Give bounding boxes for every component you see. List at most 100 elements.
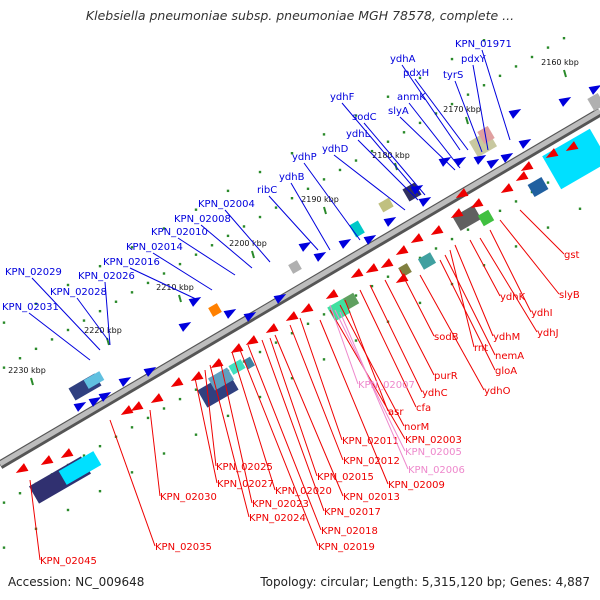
feature-box (83, 371, 105, 389)
tick-dot (498, 74, 502, 78)
tick-dot (546, 46, 550, 49)
leader-line (231, 351, 276, 491)
tick-dot (338, 168, 342, 172)
tick-dot (194, 253, 198, 256)
leader-line (299, 317, 343, 441)
feature-boxes (29, 92, 600, 504)
feature-box (58, 451, 102, 485)
kbp-label: 2190 kbp (301, 195, 339, 204)
forward-gene-arrow (453, 157, 467, 167)
tick-dot (290, 152, 294, 155)
reverse-gene-arrow (60, 448, 74, 458)
gene-label-KPN_02018: KPN_02018 (321, 526, 378, 537)
tick-dot (354, 294, 358, 297)
tick-dot (162, 227, 166, 230)
tick-dot (450, 237, 454, 241)
leader-line (408, 102, 461, 169)
leader-line (268, 195, 319, 251)
gene-label-KPN_02012: KPN_02012 (343, 456, 400, 467)
gene-arrows (15, 85, 600, 473)
reverse-gene-arrow (395, 273, 409, 283)
gene-label-ydhB: ydhB (279, 172, 305, 183)
tick-dot (66, 328, 70, 332)
forward-gene-arrow (143, 367, 157, 377)
leader-line (247, 344, 322, 531)
gene-label-KPN_02019: KPN_02019 (318, 542, 375, 553)
gene-label-sodB: sodB (434, 332, 459, 343)
gene-label-ydhJ: ydhJ (537, 328, 559, 339)
tick-dot (130, 246, 134, 249)
tick-dot (226, 189, 230, 193)
tick-dot (2, 321, 6, 324)
leader-line (399, 269, 435, 337)
gene-label-KPN_02029: KPN_02029 (5, 267, 62, 278)
leader-line (209, 364, 250, 518)
forward-gene-arrow (473, 154, 487, 165)
feature-box (477, 209, 495, 227)
kbp-label: 2200 kbp (229, 239, 267, 248)
gene-label-KPN_02004: KPN_02004 (198, 199, 255, 210)
tick-dot (546, 226, 550, 229)
tick-dot (546, 181, 550, 184)
tick-dot (418, 121, 422, 125)
tick-dot (562, 36, 566, 40)
leader-line (224, 209, 271, 263)
forward-gene-arrow (243, 312, 257, 322)
tick-dot (146, 416, 150, 420)
gene-label-KPN_02007: KPN_02007 (358, 380, 415, 391)
tick-dot (98, 264, 102, 268)
kbp-label: 2230 kbp (8, 366, 46, 375)
gene-label-KPN_02024: KPN_02024 (249, 513, 306, 524)
reverse-gene-arrow (565, 141, 579, 152)
gene-label-tyrS: tyrS (443, 70, 463, 81)
tick-dot (162, 272, 166, 275)
feature-box (378, 197, 394, 213)
tick-dot (514, 200, 518, 203)
gene-label-asr: asr (388, 407, 404, 418)
tick-dot (370, 284, 374, 288)
reverse-gene-arrow (515, 171, 529, 182)
tick-dot (130, 471, 134, 474)
tick-dot (434, 112, 438, 115)
tick-dot (290, 197, 294, 200)
gene-label-sodC: sodC (352, 112, 377, 123)
tick-dot (274, 341, 278, 344)
gene-label-norM: norM (404, 422, 429, 433)
gene-label-ydhM: ydhM (493, 332, 520, 343)
reverse-gene-arrow (230, 343, 244, 353)
tick-dot (194, 433, 198, 436)
forward-gene-arrow (223, 309, 237, 319)
gene-label-ydhK: ydhK (500, 292, 526, 303)
tick-dot (306, 322, 310, 325)
genome-backbone (0, 108, 600, 469)
leader-line (149, 409, 161, 497)
tick-dot (482, 84, 486, 87)
gene-label-pdxY: pdxY (461, 54, 487, 65)
reverse-gene-arrow (130, 401, 144, 411)
gene-label-KPN_02023: KPN_02023 (252, 499, 309, 510)
map-title: Klebsiella pneumoniae subsp. pneumoniae … (85, 8, 515, 23)
leader-line (519, 209, 565, 255)
kbp-label: 2210 kbp (156, 283, 194, 292)
leader-line (29, 479, 41, 561)
reverse-gene-arrow (455, 188, 469, 198)
reverse-gene-arrow (450, 208, 464, 219)
tick-dot (258, 395, 262, 399)
kbp-tick (251, 250, 255, 259)
leader-line (444, 254, 496, 356)
forward-gene-arrow (438, 157, 452, 167)
leader-line (204, 369, 217, 467)
tick-dot (34, 302, 38, 306)
reverse-gene-arrow (120, 405, 134, 415)
forward-gene-arrow (88, 397, 102, 407)
kbp-tick (178, 294, 182, 303)
leader-line (319, 319, 389, 485)
leader-line (129, 267, 199, 301)
tick-dot (98, 489, 102, 493)
kbp-tick (563, 69, 567, 78)
tick-dot (194, 388, 198, 391)
tick-dot (578, 207, 582, 210)
tick-dot (290, 377, 294, 380)
leader-line (472, 64, 489, 151)
